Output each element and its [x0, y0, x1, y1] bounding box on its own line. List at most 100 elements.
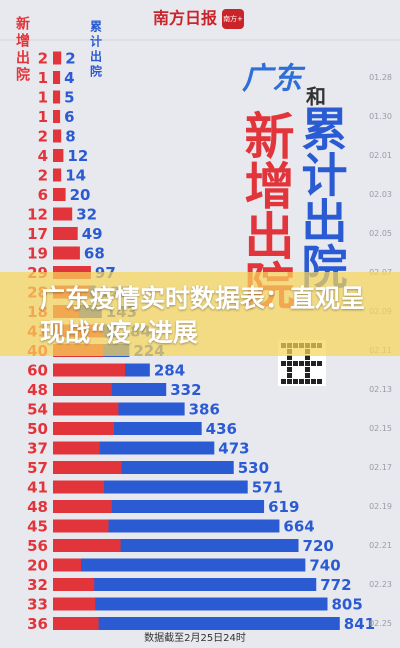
total-label: 12 [67, 147, 88, 165]
total-label: 20 [70, 186, 91, 204]
qr-cell [305, 367, 310, 372]
new-bar [53, 441, 100, 455]
date-label: 02.15 [369, 424, 392, 433]
new-label: 1 [38, 89, 48, 107]
new-bar [53, 519, 109, 533]
qr-cell [281, 361, 286, 366]
date-label: 02.21 [369, 541, 392, 550]
new-bar [53, 422, 114, 435]
new-bar [53, 246, 80, 260]
new-bar [53, 110, 61, 123]
qr-cell [317, 379, 322, 384]
new-label: 45 [27, 518, 48, 536]
date-label: 02.23 [369, 580, 392, 589]
new-label: 50 [27, 420, 48, 438]
total-label: 772 [320, 576, 351, 594]
date-label: 02.01 [369, 151, 392, 160]
new-bar [53, 149, 64, 162]
total-label: 530 [238, 459, 269, 477]
new-bar [53, 558, 81, 572]
new-label: 20 [27, 557, 48, 575]
total-bar [53, 617, 340, 630]
banner: 广东疫情实时数据表：直观呈现战“疫”进展 [0, 272, 400, 356]
new-bar [53, 480, 105, 494]
qr-cell [287, 355, 292, 360]
qr-cell [281, 379, 286, 384]
total-bar [53, 597, 328, 611]
new-label: 37 [27, 440, 48, 458]
total-label: 5 [64, 89, 74, 107]
new-label: 41 [27, 479, 48, 497]
new-bar [53, 207, 73, 221]
new-label: 33 [27, 596, 48, 614]
new-label: 12 [27, 206, 48, 224]
qr-cell [317, 361, 322, 366]
date-label: 02.25 [369, 619, 392, 628]
new-bar [53, 578, 95, 591]
new-label: 36 [27, 615, 48, 633]
new-label: 60 [27, 362, 48, 380]
date-label: 01.30 [369, 112, 392, 121]
new-label: 56 [27, 537, 48, 555]
total-label: 8 [65, 128, 75, 146]
new-bar [53, 383, 112, 396]
qr-cell [287, 361, 292, 366]
new-label: 1 [38, 69, 48, 87]
qr-cell [293, 379, 298, 384]
new-bar [53, 597, 96, 611]
badge: 南方+ [223, 14, 243, 23]
total-label: 619 [268, 498, 299, 516]
series-name: 累计出院 [89, 20, 103, 80]
total-label: 49 [82, 225, 103, 243]
new-label: 57 [27, 459, 48, 477]
total-label: 664 [283, 518, 314, 536]
date-label: 01.28 [369, 73, 392, 82]
new-label: 48 [27, 381, 48, 399]
new-label: 17 [27, 225, 48, 243]
new-bar [53, 617, 99, 630]
new-bar [53, 90, 61, 104]
new-label: 19 [27, 245, 48, 263]
total-label: 720 [303, 537, 334, 555]
qr-cell [305, 355, 310, 360]
total-label: 332 [170, 381, 201, 399]
date-label: 02.19 [369, 502, 392, 511]
new-bar [53, 51, 62, 65]
qr-cell [311, 379, 316, 384]
total-bar [53, 578, 317, 591]
new-label: 54 [27, 401, 48, 419]
new-bar [53, 363, 125, 377]
date-label: 02.17 [369, 463, 392, 472]
total-bar [53, 558, 306, 572]
series-name: 新增出院 [14, 15, 30, 84]
qr-cell [305, 361, 310, 366]
date-label: 02.05 [369, 229, 392, 238]
title-and: 和 [306, 85, 326, 109]
date-label: 02.13 [369, 385, 392, 394]
qr-cell [299, 379, 304, 384]
new-bar [53, 461, 122, 474]
total-bar [53, 519, 280, 533]
total-label: 571 [252, 479, 283, 497]
badge-box [222, 9, 244, 29]
new-label: 2 [38, 128, 48, 146]
total-label: 841 [344, 615, 375, 633]
title-total: 累计出院 [295, 105, 349, 289]
total-label: 740 [309, 557, 340, 575]
total-label: 32 [76, 206, 97, 224]
new-label: 2 [38, 50, 48, 68]
total-label: 386 [189, 401, 220, 419]
new-bar [53, 227, 78, 240]
total-label: 68 [84, 245, 105, 263]
total-label: 14 [65, 167, 86, 185]
total-label: 4 [64, 69, 74, 87]
new-label: 2 [38, 167, 48, 185]
total-label: 2 [65, 50, 75, 68]
logo: 南方日报 [153, 9, 217, 28]
new-bar [53, 402, 119, 416]
new-bar [53, 168, 62, 182]
qr-cell [299, 361, 304, 366]
total-label: 805 [332, 596, 363, 614]
title-place: 广东 [242, 62, 306, 97]
